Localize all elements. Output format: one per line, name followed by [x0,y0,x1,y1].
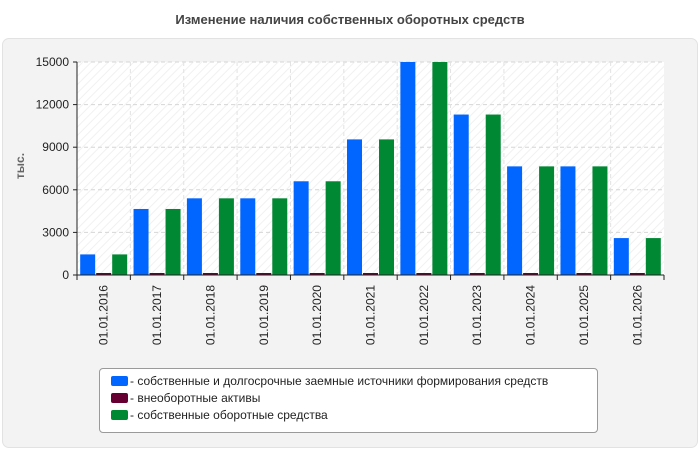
plot-area-pattern [77,62,664,275]
bar [645,238,661,275]
bar [96,273,112,275]
bar [218,198,234,275]
bar [112,254,128,275]
x-tick-label: 01.01.2024 [524,285,538,345]
bar [576,273,592,275]
x-tick-label: 01.01.2025 [577,285,591,345]
bar [202,273,218,275]
bar [149,273,165,275]
legend-item: - внеоборотные активы [100,390,597,407]
x-tick-label: 01.01.2017 [150,285,164,345]
y-tick-label: 15000 [36,55,70,69]
bar [165,208,181,275]
bar [240,198,256,275]
y-tick-label: 0 [62,268,69,282]
bar [309,273,325,275]
x-tick-label: 01.01.2026 [630,285,644,345]
bar [416,273,432,275]
x-tick-label: 01.01.2022 [417,285,431,345]
bar [293,181,309,275]
x-tick-label: 01.01.2020 [310,285,324,345]
bar [485,114,501,275]
bar [272,198,288,275]
legend-swatch [111,393,128,403]
legend-label: - внеоборотные активы [130,391,261,405]
bar [613,238,629,275]
bar [80,254,96,275]
bar [523,273,539,275]
legend-item: - собственные и долгосрочные заемные ист… [100,373,597,390]
x-tick-label: 01.01.2023 [470,285,484,345]
y-tick-label: 3000 [42,225,69,239]
bar [469,273,485,275]
bar [363,273,378,275]
bar [256,273,272,275]
x-tick-label: 01.01.2018 [203,285,217,345]
bar [379,139,394,275]
bar [592,166,608,275]
chart-legend: - собственные и долгосрочные заемные ист… [99,368,598,433]
bar [432,62,448,275]
bar [400,62,416,275]
bar [186,198,202,275]
x-tick-label: 01.01.2019 [257,285,271,345]
bar [133,208,149,275]
bar [507,166,523,275]
bar [347,139,362,275]
y-tick-label: 6000 [42,183,69,197]
y-axis-title: тыс. [13,153,27,179]
x-tick-label: 01.01.2021 [364,285,378,345]
bar [325,181,341,275]
bar [539,166,555,275]
y-tick-label: 12000 [36,98,70,112]
legend-swatch [111,410,128,420]
bar [629,273,645,275]
legend-label: - собственные оборотные средства [130,408,328,422]
legend-swatch [111,376,128,386]
bar [453,114,469,275]
bar [560,166,576,275]
legend-label: - собственные и долгосрочные заемные ист… [130,374,549,388]
x-tick-label: 01.01.2016 [97,285,111,345]
chart-title: Изменение наличия собственных оборотных … [175,12,525,27]
legend-item: - собственные оборотные средства [100,407,597,424]
y-tick-label: 9000 [42,140,69,154]
